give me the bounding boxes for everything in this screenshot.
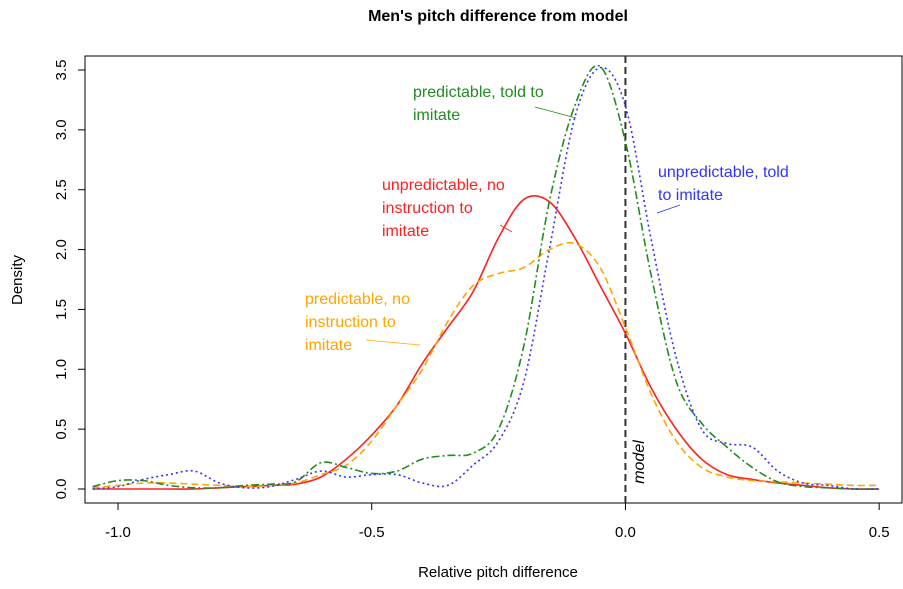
y-tick-label: 1.5 [53, 299, 70, 320]
annotation-leader [499, 224, 513, 233]
chart-title: Men's pitch difference from model [368, 8, 628, 25]
y-tick-label: 0.5 [53, 419, 70, 440]
series-annotation: unpredictable, told [658, 164, 789, 181]
x-tick-label: 0.5 [869, 524, 890, 541]
density-line [92, 194, 880, 490]
y-tick-label: 2.5 [53, 179, 70, 200]
density-line [92, 241, 880, 489]
x-tick-label: 0.0 [615, 524, 636, 541]
x-tick-label: -0.5 [359, 524, 385, 541]
reference-label: model [631, 440, 648, 484]
y-axis-label: Density [9, 254, 26, 305]
y-tick-label: 2.0 [53, 239, 70, 260]
plot-frame [84, 55, 903, 504]
series-annotation: instruction to [305, 314, 396, 331]
x-axis-label: Relative pitch difference [418, 564, 578, 581]
density-line [92, 66, 880, 491]
y-tick-label: 1.0 [53, 359, 70, 380]
series-annotation: imitate [382, 223, 429, 240]
series-annotation: predictable, no [305, 291, 410, 308]
annotation-leader [365, 339, 421, 346]
series-annotation: instruction to [382, 200, 473, 217]
y-tick-label: 0.0 [53, 479, 70, 500]
series-annotation: imitate [305, 337, 352, 354]
series-annotation: predictable, told to [413, 84, 544, 101]
x-tick-label: -1.0 [105, 524, 131, 541]
annotation-leader [534, 106, 577, 119]
annotation-leader [656, 204, 681, 214]
series-annotation: imitate [413, 107, 460, 124]
series-annotation: to imitate [658, 187, 723, 204]
density-line [92, 64, 880, 490]
series-annotation: unpredictable, no [382, 177, 505, 194]
y-tick-label: 3.5 [53, 60, 70, 81]
y-tick-label: 3.0 [53, 119, 70, 140]
